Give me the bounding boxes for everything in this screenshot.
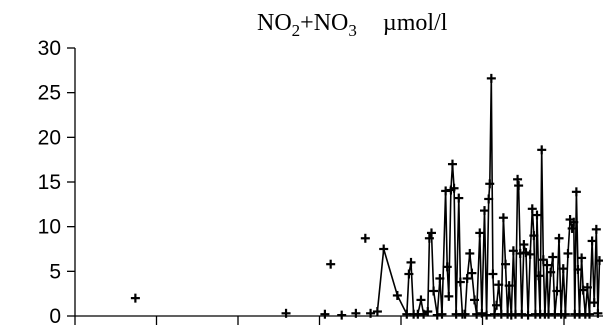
title-part-no: NO — [257, 10, 292, 36]
data-point-marker — [460, 309, 470, 319]
data-point-marker — [577, 253, 587, 263]
data-point-marker — [567, 223, 577, 233]
data-point-marker — [532, 210, 542, 220]
y-tick-label: 30 — [38, 37, 61, 60]
title-part-subscript-3: 3 — [348, 21, 357, 40]
title-part-plus-no: +NO — [300, 10, 348, 36]
data-point-marker — [525, 249, 535, 259]
data-point-marker — [527, 204, 537, 214]
data-point-marker — [501, 259, 510, 269]
data-point-marker — [591, 224, 601, 234]
data-point-marker — [423, 307, 433, 317]
title-part-subscript-2: 2 — [292, 21, 301, 40]
y-axis-ticks: 0 5 10 15 20 25 30 — [38, 37, 75, 328]
data-point-marker — [424, 233, 434, 243]
data-point-marker — [435, 273, 445, 283]
data-point-marker — [437, 309, 447, 319]
data-markers — [130, 73, 603, 320]
data-point-marker — [488, 269, 498, 279]
data-point-marker — [480, 206, 489, 216]
y-tick-label: 15 — [38, 171, 61, 194]
data-point-marker — [360, 233, 370, 243]
data-point-marker — [542, 260, 552, 270]
data-point-marker — [465, 248, 475, 258]
data-point-marker — [494, 280, 504, 290]
x-axis-ticks — [74, 316, 565, 325]
data-point-marker — [569, 217, 579, 227]
data-point-marker — [538, 255, 548, 265]
data-point-marker — [492, 300, 502, 310]
chart-title: NO2+NO3 µmol/l — [257, 10, 448, 40]
data-point-marker — [467, 268, 477, 278]
data-point-marker — [504, 281, 514, 291]
data-point-marker — [582, 282, 592, 292]
data-point-marker — [563, 248, 573, 258]
data-point-marker — [337, 310, 347, 320]
data-point-marker — [560, 309, 570, 319]
data-point-marker — [593, 308, 603, 318]
data-point-marker — [351, 308, 361, 318]
data-point-marker — [482, 310, 492, 320]
data-point-marker — [477, 308, 487, 318]
data-point-marker — [514, 181, 524, 191]
data-point-marker — [454, 193, 464, 203]
data-point-marker — [585, 309, 594, 319]
data-point-marker — [404, 269, 414, 279]
data-point-marker — [484, 194, 494, 204]
data-point-marker — [379, 244, 389, 254]
data-point-marker — [475, 228, 485, 238]
data-point-marker — [462, 273, 472, 283]
data-point-marker — [519, 240, 529, 250]
data-point-marker — [485, 179, 495, 189]
data-point-marker — [442, 262, 452, 272]
data-point-marker — [447, 159, 457, 169]
data-point-marker — [281, 308, 291, 318]
data-point-marker — [320, 309, 330, 319]
y-tick-label: 25 — [38, 82, 61, 105]
data-point-marker — [534, 271, 544, 281]
data-point-marker — [470, 295, 480, 305]
data-point-marker — [455, 277, 465, 287]
data-point-marker — [366, 308, 376, 318]
data-point-marker — [589, 298, 599, 308]
data-point-marker — [498, 213, 508, 223]
data-point-marker — [594, 256, 603, 266]
data-point-marker — [546, 267, 556, 277]
data-point-marker — [521, 248, 531, 258]
data-point-marker — [548, 252, 558, 262]
data-point-marker — [444, 291, 454, 301]
data-point-marker — [558, 264, 568, 274]
y-tick-label: 20 — [38, 126, 61, 149]
data-point-marker — [449, 183, 459, 193]
data-point-marker — [573, 265, 583, 275]
data-point-marker — [429, 286, 439, 296]
data-point-marker — [372, 307, 382, 317]
data-point-marker — [552, 286, 562, 296]
y-tick-label: 10 — [38, 216, 61, 239]
y-tick-label: 5 — [49, 260, 61, 283]
data-point-marker — [537, 145, 547, 155]
data-point-marker — [571, 187, 581, 197]
title-part-units: µmol/l — [383, 10, 448, 36]
data-point-marker — [554, 233, 564, 243]
data-point-marker — [130, 293, 140, 303]
data-point-marker — [426, 228, 436, 238]
data-point-marker — [406, 257, 416, 267]
data-point-marker — [326, 259, 336, 269]
data-point-marker — [587, 236, 597, 246]
y-tick-label: 0 — [49, 305, 61, 328]
data-point-marker — [529, 231, 539, 241]
data-point-marker — [392, 290, 402, 300]
data-point-marker — [416, 295, 426, 305]
data-point-marker — [508, 246, 518, 256]
data-point-marker — [486, 73, 496, 83]
